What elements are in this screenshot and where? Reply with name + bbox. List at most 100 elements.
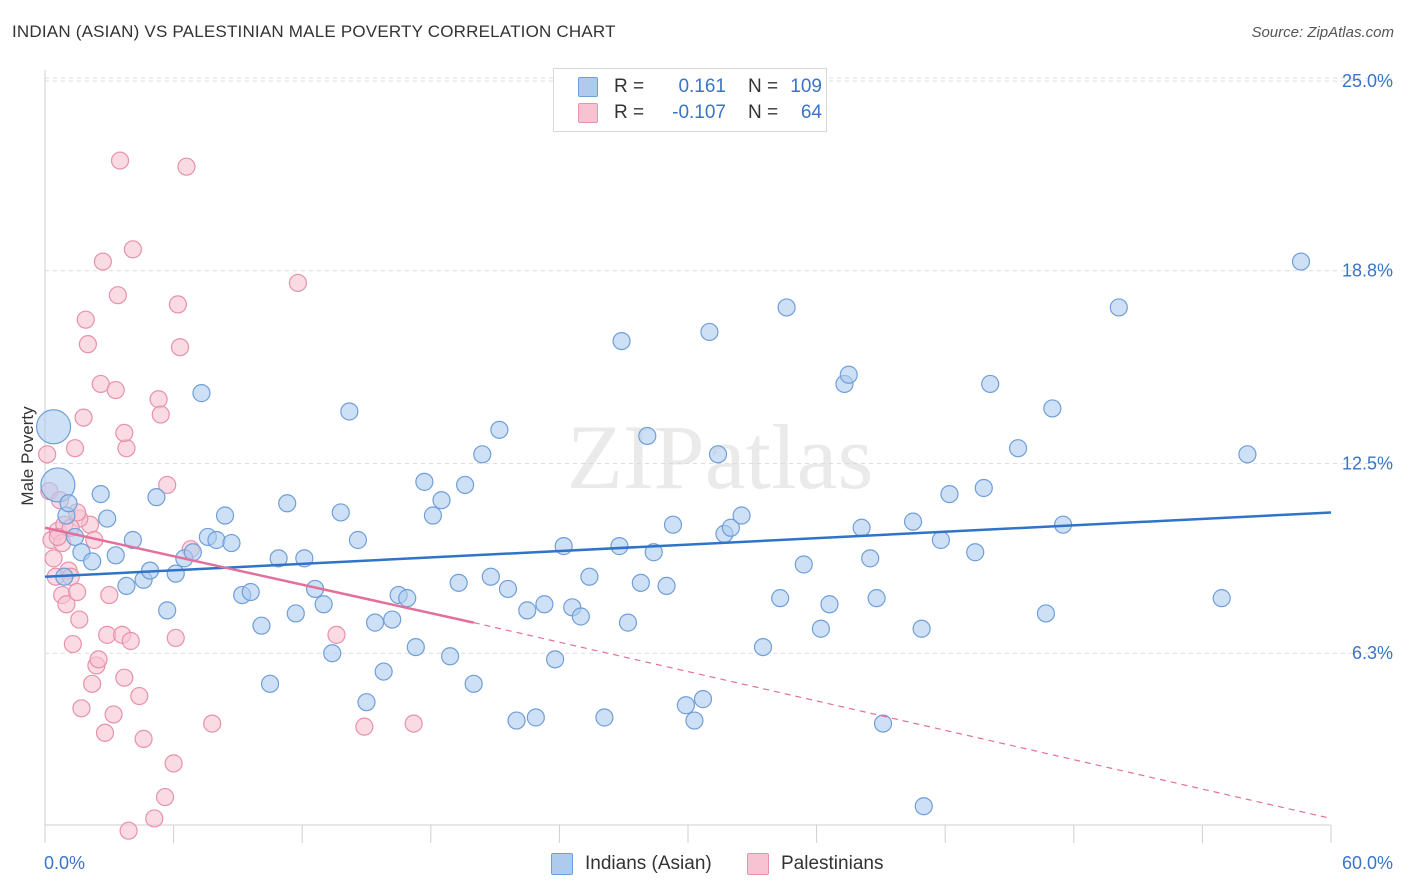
palestinians-point	[106, 380, 125, 400]
indians-asian-point	[1109, 298, 1128, 317]
palestinians-point	[145, 809, 164, 828]
indians-asian-point	[473, 445, 492, 464]
palestinians-point	[44, 549, 63, 568]
legend-label-indians: Indians (Asian)	[585, 853, 712, 874]
indians-asian-point	[207, 530, 226, 550]
indians-asian-point	[700, 322, 719, 342]
indians-asian-point	[721, 518, 740, 537]
indians-asian-point	[464, 674, 483, 693]
indians-asian-point	[595, 708, 614, 727]
palestinians-point	[355, 717, 374, 736]
y-tick-label: 6.3%	[1352, 643, 1393, 663]
indians-asian-point	[861, 549, 880, 568]
indians-asian-point	[981, 374, 1000, 394]
indians-asian-point	[1043, 399, 1062, 418]
indians-asian-point	[98, 509, 117, 528]
palestinians-point	[108, 286, 127, 305]
palestinians-point	[404, 714, 423, 733]
indians-asian-point	[260, 674, 280, 693]
indians-asian-point	[59, 494, 78, 513]
indians-asian-points	[35, 252, 1311, 816]
legend-r-label: R =	[614, 76, 645, 97]
indians-asian-point	[974, 478, 993, 498]
palestinians-point	[68, 582, 87, 602]
indians-asian-point	[166, 564, 185, 583]
legend-swatch-pink	[578, 103, 598, 123]
indians-asian-point	[657, 576, 676, 596]
palestinians-point	[117, 439, 136, 458]
indians-asian-point	[123, 530, 142, 550]
indians-asian-point	[940, 485, 959, 504]
indians-asian-point	[685, 711, 704, 730]
x-tick-label: 0.0%	[44, 853, 85, 873]
palestinians-point	[95, 723, 115, 742]
indians-asian-point	[490, 420, 509, 439]
indians-asian-point	[638, 426, 657, 446]
indians-asian-point	[340, 402, 359, 421]
indians-asian-point	[348, 530, 368, 550]
indians-asian-point	[286, 604, 305, 623]
palestinians-point	[168, 295, 187, 314]
indians-asian-point	[331, 503, 350, 522]
correlation-legend: R = 0.161 N = 109 R = -0.107 N = 64	[553, 68, 827, 132]
indians-asian-point	[481, 567, 500, 586]
palestinians-point	[115, 668, 134, 687]
indians-asian-point	[374, 662, 393, 681]
indians-asian-point	[1238, 445, 1257, 464]
palestinians-point	[100, 585, 119, 605]
legend-r-value: 0.161	[678, 76, 726, 97]
indians-asian-point	[820, 595, 839, 614]
palestinians-point	[110, 151, 130, 170]
indians-asian-point	[732, 506, 751, 525]
palestinians-trend-line	[44, 526, 474, 624]
legend-swatch-pink	[747, 853, 769, 875]
indians-asian-point	[777, 298, 796, 317]
indians-asian-point	[873, 714, 893, 733]
legend-label-palestinians: Palestinians	[781, 853, 884, 874]
indians-asian-point	[365, 613, 385, 632]
palestinians-point	[151, 405, 170, 424]
indians-asian-point	[192, 384, 211, 403]
indians-asian-point	[903, 512, 923, 531]
indians-asian-point	[693, 690, 713, 709]
trend-lines	[44, 511, 1332, 820]
palestinians-point	[38, 445, 57, 464]
indians-asian-point	[83, 552, 102, 571]
legend-r-label: R =	[614, 102, 645, 123]
palestinians-point	[115, 423, 134, 442]
palestinians-point	[83, 674, 102, 693]
legend-n-label: N =	[748, 76, 779, 97]
chart-title: INDIAN (ASIAN) VS PALESTINIAN MALE POVER…	[12, 22, 616, 41]
indians-asian-point	[518, 601, 537, 620]
indians-asian-point	[1212, 589, 1231, 608]
indians-asian-point	[357, 693, 376, 712]
palestinians-point	[177, 157, 196, 176]
palestinians-point	[123, 240, 142, 259]
indians-asian-point	[455, 475, 475, 495]
indians-asian-point	[912, 619, 931, 638]
indians-asian-point	[966, 543, 985, 562]
indians-asian-point	[498, 579, 518, 599]
indians-asian-point	[241, 582, 260, 602]
indians-asian-point	[535, 595, 554, 614]
indians-asian-point	[546, 650, 565, 669]
palestinians-point	[104, 705, 123, 724]
palestinians-point	[70, 610, 89, 629]
y-tick-label: 12.5%	[1342, 454, 1393, 474]
indians-asian-point	[507, 711, 526, 730]
palestinians-point	[134, 729, 153, 749]
x-tick-label: 60.0%	[1342, 853, 1393, 873]
palestinians-point	[170, 338, 190, 357]
indians-asian-point	[252, 616, 271, 635]
legend-row-palestinians: R = -0.107 N = 64	[578, 101, 822, 125]
y-axis-label: Male Poverty	[18, 406, 37, 506]
palestinians-point	[74, 408, 93, 427]
palestinians-point	[327, 625, 346, 644]
y-tick-label: 18.8%	[1342, 261, 1393, 281]
indians-asian-point	[440, 647, 460, 666]
indians-asian-point	[580, 567, 599, 586]
indians-asian-point	[423, 506, 443, 525]
indians-asian-point	[1036, 604, 1056, 623]
indians-asian-point	[612, 332, 631, 351]
